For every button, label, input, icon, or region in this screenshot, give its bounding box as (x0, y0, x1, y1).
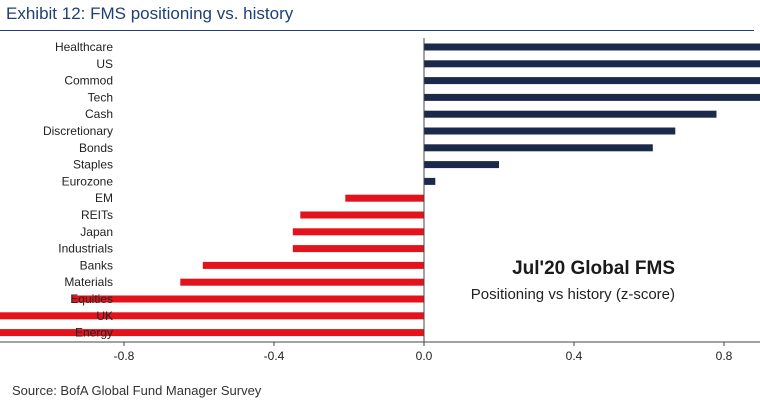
bar-industrials (292, 245, 425, 253)
bar-materials (180, 278, 425, 286)
category-label-banks: Banks (80, 258, 113, 272)
bar-healthcare (424, 43, 760, 51)
chart-subtitle: Positioning vs history (z-score) (471, 286, 675, 303)
bar-equities (71, 295, 424, 303)
category-label-industrials: Industrials (58, 242, 113, 256)
bar-tech (424, 93, 760, 101)
exhibit-title: Exhibit 12: FMS positioning vs. history (6, 4, 294, 23)
x-tick-label: -0.8 (114, 349, 135, 363)
category-label-em: EM (95, 191, 113, 205)
bars-layer (0, 43, 760, 337)
x-axis: -1.6-1.2-0.8-0.40.00.40.81.2 (0, 38, 760, 363)
bar-banks (202, 261, 425, 269)
x-tick-label: -0.4 (264, 349, 285, 363)
x-tick-label: 0.0 (416, 349, 433, 363)
bar-uk (0, 312, 424, 320)
category-label-equities: Equities (70, 292, 113, 306)
bar-commod (424, 77, 760, 85)
category-label-tech: Tech (88, 90, 113, 104)
bar-bonds (424, 144, 653, 152)
category-label-healthcare: Healthcare (55, 40, 113, 54)
category-labels: Healthcare US Commod Tech Cash Discretionary B… (43, 40, 113, 340)
bar-em (345, 194, 425, 202)
category-label-cash: Cash (85, 107, 113, 121)
category-label-uk: UK (96, 309, 113, 323)
bar-reits (300, 211, 425, 219)
bar-japan (292, 228, 425, 236)
category-label-materials: Materials (64, 275, 113, 289)
category-label-commod: Commod (64, 74, 113, 88)
bar-chart: Healthcare US Commod Tech Cash Discretionary B… (0, 38, 760, 363)
bar-us (424, 60, 760, 68)
source-note: Source: BofA Global Fund Manager Survey (12, 383, 262, 398)
category-label-staples: Staples (73, 158, 113, 172)
category-label-japan: Japan (80, 225, 113, 239)
bar-staples (424, 161, 499, 169)
x-tick-label: 0.8 (716, 349, 733, 363)
x-tick-label: 0.4 (566, 349, 583, 363)
category-label-eurozone: Eurozone (62, 174, 114, 188)
bar-cash (424, 110, 717, 118)
bar-discretionary (424, 127, 676, 135)
category-label-discretionary: Discretionary (43, 124, 113, 138)
category-label-reits: REITs (81, 208, 113, 222)
category-label-energy: Energy (75, 326, 113, 340)
bar-eurozone (424, 177, 436, 185)
category-label-us: US (96, 57, 113, 71)
title-rule (0, 30, 754, 31)
bar-energy (0, 329, 424, 337)
category-label-bonds: Bonds (79, 141, 113, 155)
chart-title: Jul'20 Global FMS (512, 258, 675, 279)
